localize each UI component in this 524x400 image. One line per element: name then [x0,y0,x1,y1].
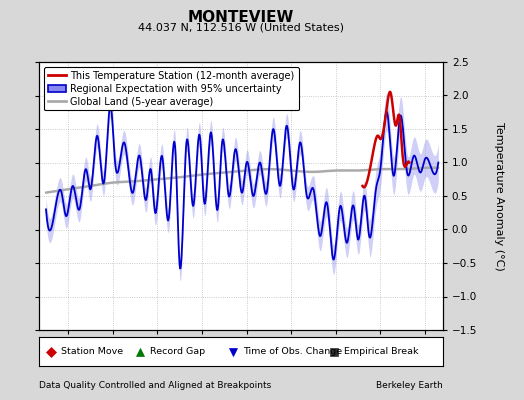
Text: Time of Obs. Change: Time of Obs. Change [243,347,342,356]
Text: Record Gap: Record Gap [150,347,205,356]
Text: Empirical Break: Empirical Break [344,347,419,356]
Text: Data Quality Controlled and Aligned at Breakpoints: Data Quality Controlled and Aligned at B… [39,381,271,390]
Text: 44.037 N, 112.516 W (United States): 44.037 N, 112.516 W (United States) [138,22,344,32]
Text: Station Move: Station Move [61,347,124,356]
Legend: This Temperature Station (12-month average), Regional Expectation with 95% uncer: This Temperature Station (12-month avera… [44,67,299,110]
Text: Berkeley Earth: Berkeley Earth [376,381,443,390]
Y-axis label: Temperature Anomaly (°C): Temperature Anomaly (°C) [494,122,504,270]
Text: MONTEVIEW: MONTEVIEW [188,10,294,25]
